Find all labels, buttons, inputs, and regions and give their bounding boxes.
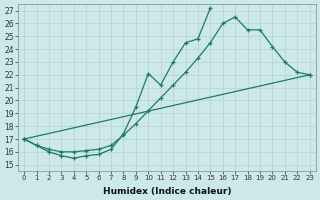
X-axis label: Humidex (Indice chaleur): Humidex (Indice chaleur) [103, 187, 231, 196]
